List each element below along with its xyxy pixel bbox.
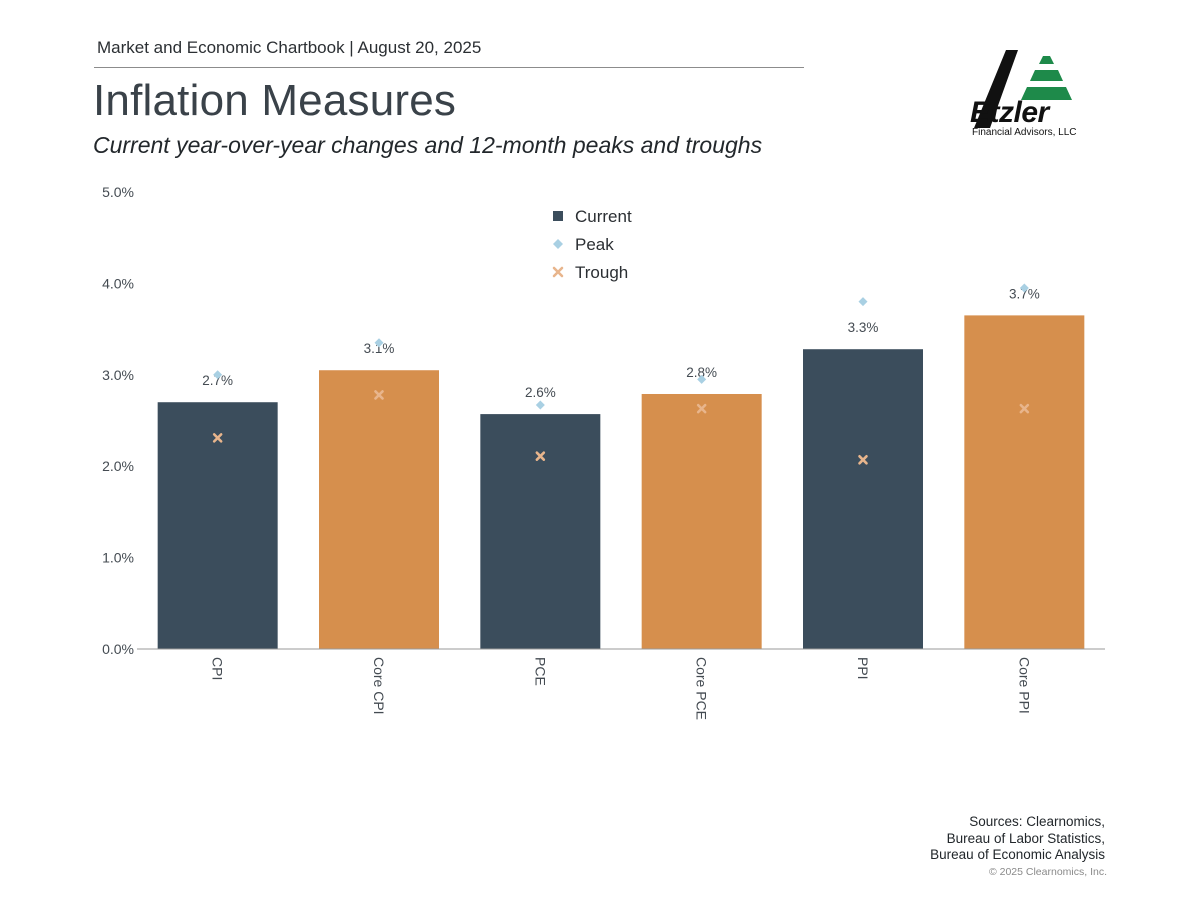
peak-marker: [1019, 283, 1029, 293]
bar-value-label: 2.6%: [525, 385, 556, 400]
bar-value-label: 3.3%: [848, 320, 879, 335]
y-tick-label: 1.0%: [102, 550, 134, 566]
trough-marker: [535, 451, 546, 461]
peak-marker: [374, 338, 384, 348]
logo-pyramid-bottom: [1021, 87, 1072, 100]
bar-current: [964, 315, 1085, 649]
legend-trough-label: Trough: [575, 263, 628, 282]
peak-marker: [858, 297, 868, 307]
bar-value-label: 3.1%: [364, 341, 395, 356]
y-tick-label: 5.0%: [102, 184, 134, 200]
peak-marker: [213, 370, 223, 380]
sources-note: Sources: Clearnomics, Bureau of Labor St…: [805, 814, 1105, 864]
bar-current: [641, 393, 762, 649]
logo-pyramid-middle: [1030, 70, 1063, 81]
source-line: Sources: Clearnomics,: [969, 814, 1105, 829]
peak-marker: [535, 400, 545, 410]
logo-wordmark: Etzler: [970, 96, 1049, 129]
trough-marker: [1019, 403, 1030, 414]
x-tick-label: Core PPI: [1016, 657, 1032, 714]
bar-current: [803, 349, 923, 649]
trough-marker: [696, 403, 707, 414]
legend-current-label: Current: [575, 207, 632, 226]
x-tick-label: PCE: [532, 657, 548, 686]
bar-value-label: 2.8%: [686, 365, 717, 380]
trough-marker: [374, 390, 384, 400]
trough-marker: [858, 455, 868, 465]
bar-current: [480, 414, 601, 649]
source-line: Bureau of Economic Analysis: [930, 847, 1105, 862]
trough-marker: [212, 433, 223, 443]
legend-current-swatch: [553, 211, 563, 221]
y-tick-label: 2.0%: [102, 458, 134, 474]
copyright-note: © 2025 Clearnomics, Inc.: [988, 866, 1107, 878]
legend-trough-swatch: [552, 266, 564, 278]
x-tick-label: Core PCE: [694, 657, 710, 720]
legend-peak-label: Peak: [575, 235, 614, 254]
x-tick-label: CPI: [210, 657, 226, 680]
source-line: Bureau of Labor Statistics,: [946, 830, 1105, 846]
logo-slash-shape: [974, 50, 1018, 128]
y-tick-label: 3.0%: [102, 367, 134, 383]
y-tick-label: 0.0%: [102, 641, 134, 657]
logo-tagline: Financial Advisors, LLC: [972, 127, 1077, 138]
legend-peak-swatch: [553, 239, 563, 249]
bar-value-label: 3.7%: [1009, 286, 1040, 301]
etzler-logo-icon: [974, 50, 1072, 128]
bar-value-label: 2.7%: [202, 373, 233, 388]
peak-marker: [697, 374, 707, 384]
bar-current: [319, 370, 439, 649]
page-subtitle: Current year-over-year changes and 12-mo…: [93, 132, 763, 158]
chartbook-header: Market and Economic Chartbook | August 2…: [97, 38, 482, 57]
x-tick-label: PPI: [855, 657, 871, 680]
header-divider: [94, 67, 804, 68]
x-tick-label: Core CPI: [371, 657, 387, 715]
page-title: Inflation Measures: [93, 76, 457, 125]
logo-pyramid-top: [1039, 56, 1054, 64]
y-tick-label: 4.0%: [102, 275, 134, 291]
bar-current: [157, 402, 278, 649]
